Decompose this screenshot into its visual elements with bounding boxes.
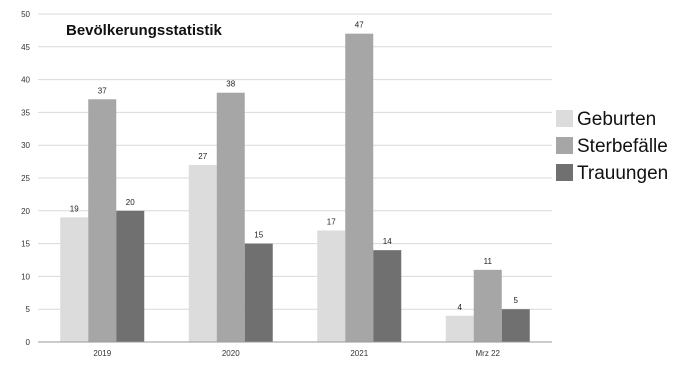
bar xyxy=(88,99,117,342)
x-tick-label: Mrz 22 xyxy=(476,349,501,358)
y-tick-label: 50 xyxy=(21,10,30,19)
legend-swatch xyxy=(556,110,573,127)
bars xyxy=(60,33,530,343)
data-label: 11 xyxy=(484,257,493,266)
x-axis-ticks: 2019 2020 2021 Mrz 22 xyxy=(93,349,500,358)
bar xyxy=(188,164,217,342)
legend: Geburten Sterbefälle Trauungen xyxy=(556,109,668,184)
data-label: 19 xyxy=(70,204,79,213)
data-label: 47 xyxy=(355,21,364,30)
legend-swatch xyxy=(556,164,573,181)
data-label: 14 xyxy=(383,237,392,246)
legend-label: Geburten xyxy=(577,109,656,130)
data-label: 37 xyxy=(98,86,107,95)
bar xyxy=(216,92,245,342)
x-tick-label: 2020 xyxy=(222,349,240,358)
data-label: 15 xyxy=(254,231,263,240)
legend-label: Sterbefälle xyxy=(577,136,668,157)
y-tick-label: 30 xyxy=(21,141,30,150)
y-tick-label: 10 xyxy=(21,272,30,281)
data-label: 4 xyxy=(458,303,463,312)
data-label: 38 xyxy=(226,80,235,89)
bar xyxy=(345,33,374,343)
y-tick-label: 40 xyxy=(21,76,30,85)
y-tick-label: 35 xyxy=(21,108,30,117)
bar xyxy=(373,250,402,342)
y-tick-label: 0 xyxy=(26,338,31,347)
y-axis-ticks: 0 5 10 15 20 25 30 35 40 45 50 xyxy=(21,10,30,347)
bar xyxy=(445,315,474,342)
data-label: 5 xyxy=(514,296,519,305)
bar xyxy=(244,243,273,342)
y-tick-label: 15 xyxy=(21,240,30,249)
bar xyxy=(473,269,502,342)
bar xyxy=(116,210,145,342)
bar xyxy=(501,309,530,342)
legend-label: Trauungen xyxy=(577,163,668,184)
data-label: 27 xyxy=(198,152,207,161)
y-tick-label: 25 xyxy=(21,174,30,183)
data-labels: 19 37 20 27 38 15 17 47 14 4 11 5 xyxy=(70,21,519,312)
x-tick-label: 2019 xyxy=(93,349,111,358)
x-tick-label: 2021 xyxy=(350,349,368,358)
data-label: 17 xyxy=(327,217,336,226)
y-tick-label: 45 xyxy=(21,43,30,52)
bar xyxy=(60,217,89,342)
y-tick-label: 5 xyxy=(26,305,31,314)
chart-title: Bevölkerungsstatistik xyxy=(66,22,223,39)
legend-swatch xyxy=(556,137,573,154)
y-tick-label: 20 xyxy=(21,207,30,216)
data-label: 20 xyxy=(126,198,135,207)
bar xyxy=(317,230,346,342)
